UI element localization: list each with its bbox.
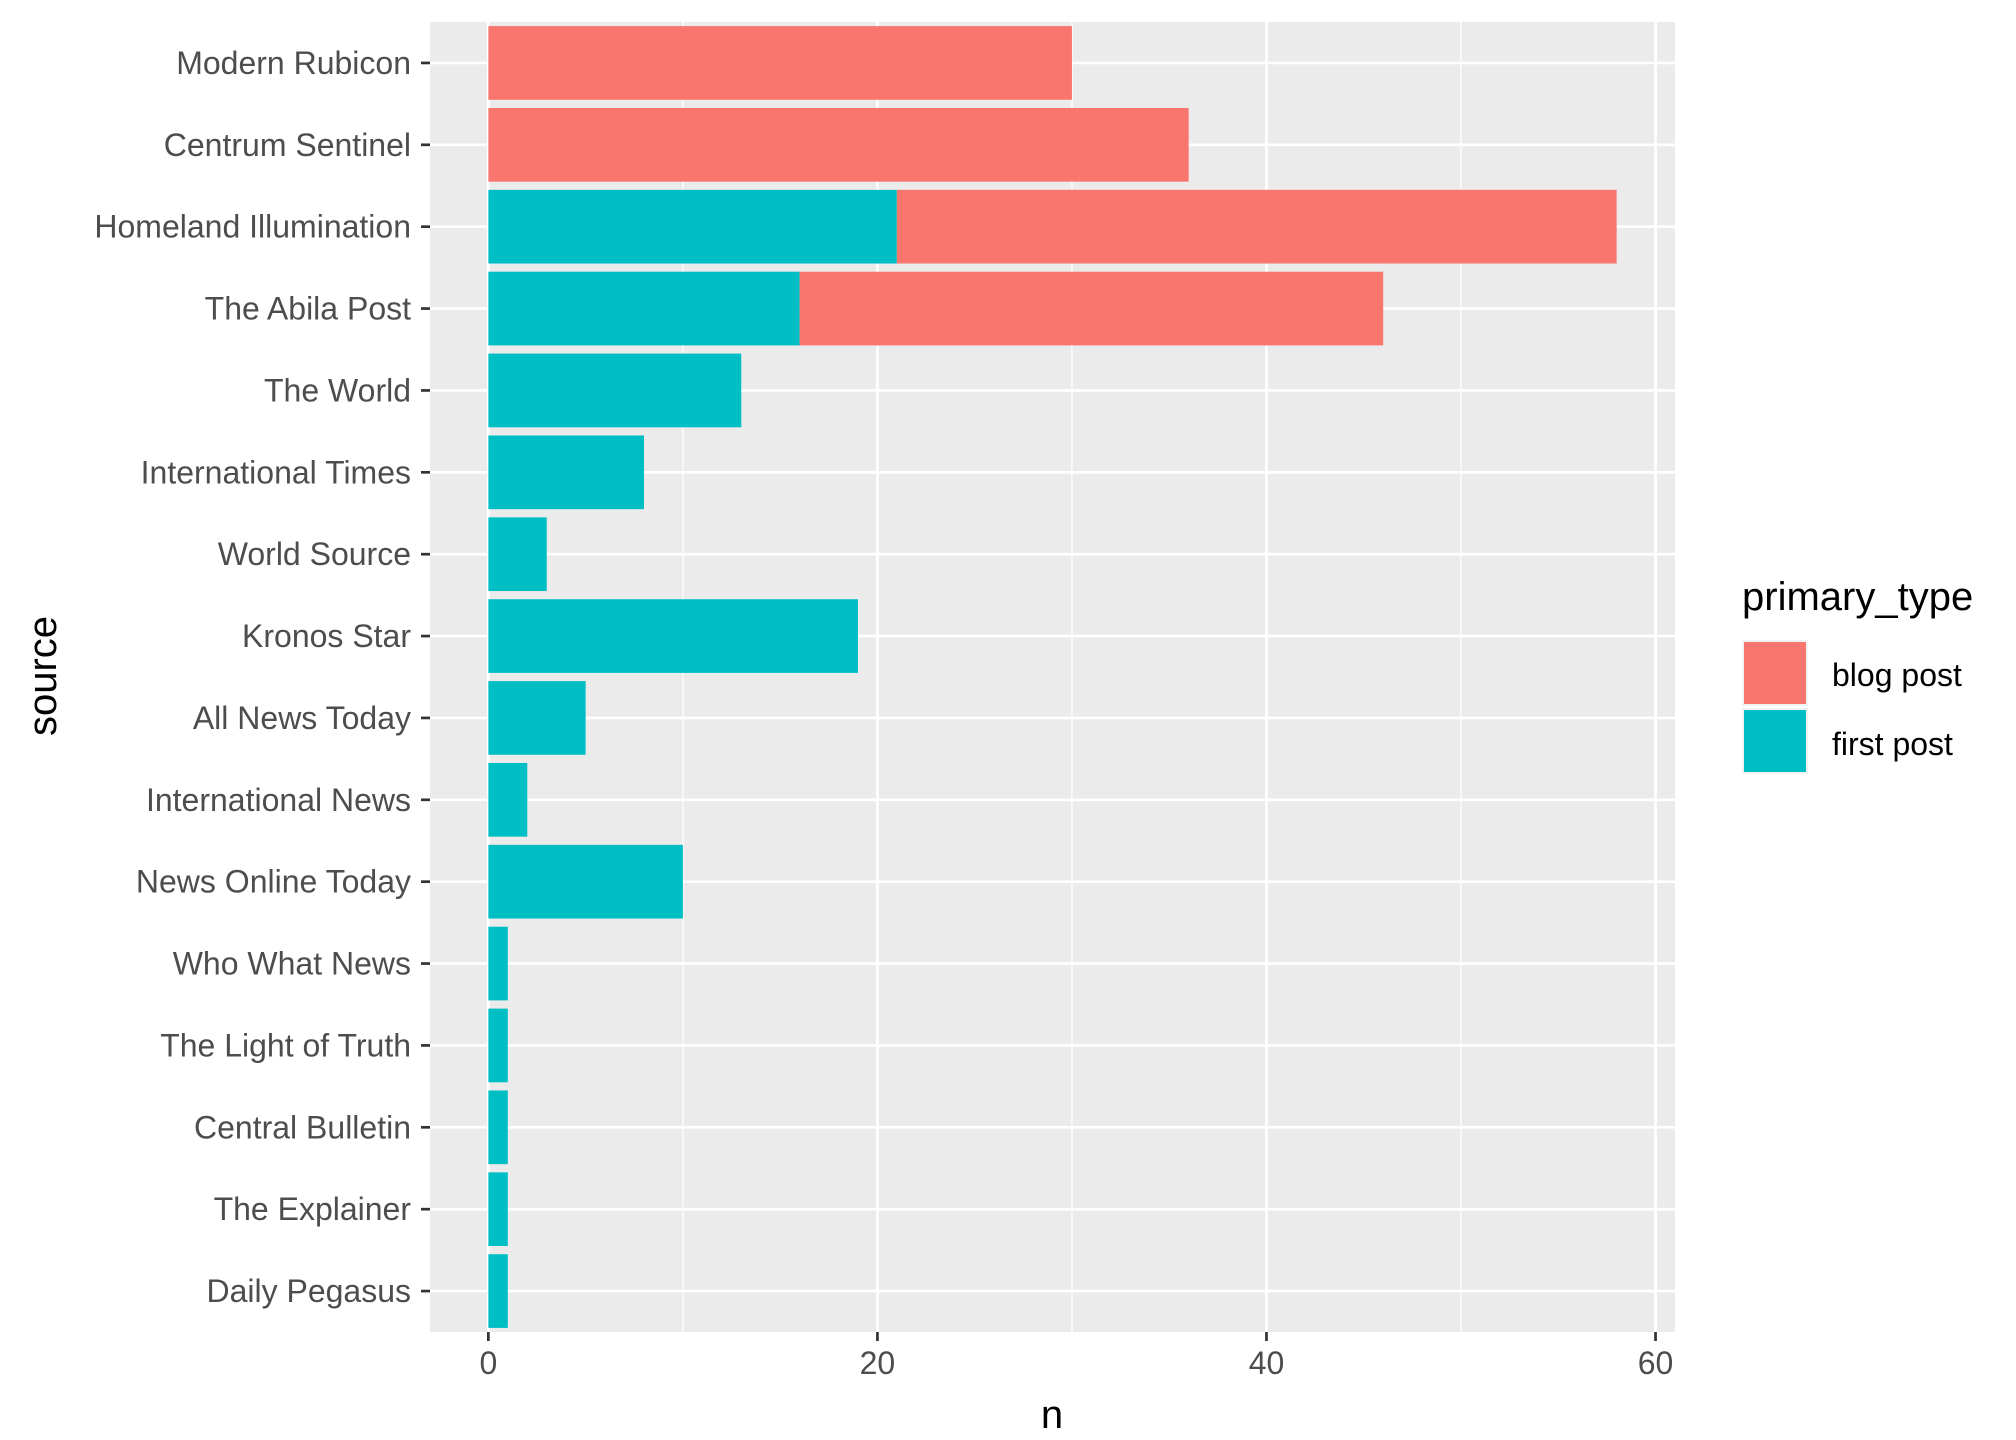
y-tick-label: The Explainer: [214, 1191, 412, 1227]
x-axis-title: n: [1041, 1393, 1063, 1437]
y-tick-label: All News Today: [193, 700, 411, 736]
y-axis: Modern Rubicon Centrum Sentinel Homeland I…: [94, 45, 430, 1309]
bar-the-abila-post-blog-post: [799, 271, 1384, 346]
x-tick-label: 60: [1638, 1345, 1674, 1381]
legend-swatch-first-post: [1744, 710, 1806, 772]
y-tick-label: International Times: [141, 454, 411, 490]
bar-modern-rubicon-blog-post: [488, 26, 1072, 100]
y-tick-label: Kronos Star: [242, 618, 411, 654]
bar-all-news-today-first-post: [488, 681, 586, 755]
y-tick-label: The World: [264, 372, 411, 408]
bar-the-explainer-first-post: [488, 1172, 508, 1247]
bar-the-light-of-truth-first-post: [488, 1008, 508, 1083]
bar-homeland-illumination-blog-post: [896, 189, 1617, 264]
bar-central-bulletin-first-post: [488, 1090, 508, 1165]
y-tick-label: Who What News: [173, 946, 411, 982]
bar-daily-pegasus-first-post: [488, 1254, 508, 1328]
bars: [488, 26, 1617, 1328]
bar-kronos-star-first-post: [488, 599, 858, 673]
x-tick-label: 0: [479, 1345, 497, 1381]
y-tick-label: International News: [146, 782, 411, 818]
bar-world-source-first-post: [488, 517, 547, 592]
y-tick-label: Centrum Sentinel: [164, 127, 411, 163]
bar-international-times-first-post: [488, 435, 644, 510]
bar-the-abila-post-first-post: [488, 271, 800, 346]
bar-international-news-first-post: [488, 762, 528, 837]
bar-centrum-sentinel-blog-post: [488, 107, 1189, 182]
legend-swatch-blog-post: [1744, 642, 1806, 704]
y-tick-label: Daily Pegasus: [206, 1273, 411, 1309]
y-tick-label: Homeland Illumination: [94, 209, 411, 245]
x-tick-label: 20: [860, 1345, 896, 1381]
y-tick-label: The Light of Truth: [160, 1027, 411, 1063]
legend-title: primary_type: [1742, 575, 1973, 619]
y-tick-label: World Source: [218, 536, 411, 572]
bar-who-what-news-first-post: [488, 926, 508, 1001]
legend-label-blog-post: blog post: [1832, 657, 1962, 693]
y-tick-label: Modern Rubicon: [176, 45, 411, 81]
x-axis: 0 20 40 60: [479, 1332, 1673, 1381]
legend-label-first-post: first post: [1832, 726, 1953, 762]
bar-homeland-illumination-first-post: [488, 189, 897, 264]
x-tick-label: 40: [1249, 1345, 1285, 1381]
y-axis-title: source: [21, 616, 65, 736]
bar-the-world-first-post: [488, 353, 742, 428]
legend: primary_type blog post first post: [1742, 575, 1973, 774]
bar-news-online-today-first-post: [488, 844, 683, 919]
y-tick-label: The Abila Post: [205, 291, 411, 327]
y-tick-label: Central Bulletin: [194, 1109, 411, 1145]
y-tick-label: News Online Today: [136, 864, 411, 900]
